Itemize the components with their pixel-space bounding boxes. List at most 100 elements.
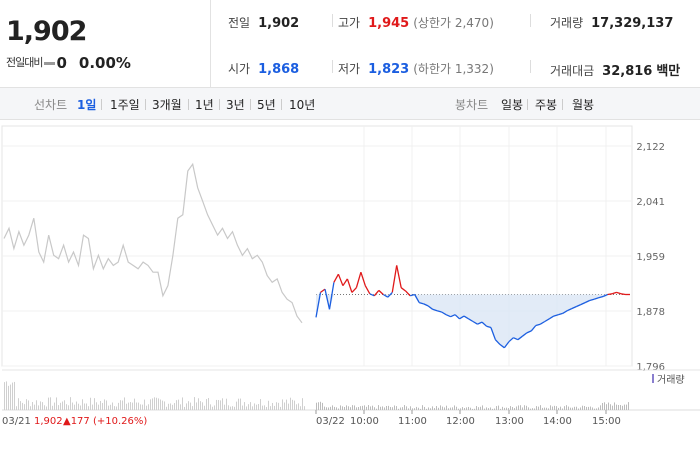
price-line-segment bbox=[419, 301, 424, 305]
tab-5y[interactable]: 5년 bbox=[257, 98, 276, 112]
prev-volume-bar bbox=[144, 399, 145, 410]
prev-volume-bar bbox=[4, 382, 5, 410]
low-value: 1,823 bbox=[368, 62, 410, 77]
today-volume-bar bbox=[400, 407, 401, 410]
tab-1d[interactable]: 1일 bbox=[77, 98, 97, 112]
x-tick-label: 14:00 bbox=[543, 416, 572, 427]
today-volume-bar bbox=[512, 407, 513, 410]
open-label: 시가 bbox=[228, 62, 251, 76]
price-summary: 1,902 전일대비 0 0.00% 전일 1,902 고가 1,945 (상한가 2,4… bbox=[0, 0, 700, 88]
today-volume-bar bbox=[616, 404, 617, 410]
prev-volume-bar bbox=[242, 405, 243, 410]
open-value: 1,868 bbox=[258, 62, 300, 77]
today-volume-bar bbox=[436, 406, 437, 410]
prev-volume-bar bbox=[132, 402, 133, 410]
today-volume-bar bbox=[548, 408, 549, 410]
price-line-segment bbox=[508, 337, 514, 343]
prev-volume-bar bbox=[122, 400, 123, 410]
prev-volume-bar bbox=[126, 403, 127, 410]
prev-volume-bar bbox=[244, 402, 245, 410]
tab-divider bbox=[281, 99, 282, 110]
today-volume-bar bbox=[576, 406, 577, 410]
prev-volume-bar bbox=[70, 397, 71, 410]
prev-volume-bar bbox=[272, 402, 273, 410]
tab-3m[interactable]: 3개월 bbox=[152, 98, 182, 112]
prev-volume-bar bbox=[80, 405, 81, 410]
tab-1w[interactable]: 1주일 bbox=[110, 98, 140, 112]
change-value: 0 bbox=[56, 54, 67, 72]
x-tick-label: 12:00 bbox=[446, 416, 475, 427]
today-volume-bar bbox=[516, 406, 517, 410]
price-line-segment bbox=[441, 311, 447, 316]
today-volume-bar bbox=[608, 402, 609, 410]
tab-monthly[interactable]: 월봉 bbox=[572, 98, 595, 112]
price-line-segment bbox=[593, 297, 599, 300]
price-line-segment bbox=[499, 343, 505, 349]
today-volume-bar bbox=[596, 408, 597, 410]
price-line-segment bbox=[598, 295, 604, 299]
today-volume-bar bbox=[356, 407, 357, 410]
tab-10y[interactable]: 10년 bbox=[289, 98, 316, 112]
price-line-segment bbox=[337, 273, 344, 286]
today-volume-bar bbox=[362, 405, 363, 410]
today-volume-bar bbox=[392, 407, 393, 410]
prev-volume-bar bbox=[76, 401, 77, 410]
today-volume-bar bbox=[320, 401, 321, 410]
prev-volume-bar bbox=[190, 402, 191, 410]
tab-daily[interactable]: 일봉 bbox=[501, 98, 524, 112]
today-volume-bar bbox=[464, 407, 465, 410]
volume-value: 17,329,137 bbox=[591, 16, 674, 31]
prev-volume-bar bbox=[236, 401, 237, 410]
price-line-segment bbox=[342, 278, 348, 287]
prev-volume-bar bbox=[50, 397, 51, 410]
today-volume-bar bbox=[522, 407, 523, 410]
prev-volume-bar bbox=[232, 406, 233, 410]
today-volume-bar bbox=[350, 407, 351, 410]
today-volume-bar bbox=[440, 405, 441, 410]
today-volume-bar bbox=[390, 406, 391, 410]
today-volume-bar bbox=[556, 406, 557, 410]
change-label: 전일대비 bbox=[6, 56, 43, 69]
prev-volume-bar bbox=[256, 404, 257, 410]
today-volume-bar bbox=[336, 407, 337, 410]
open-price: 시가 1,868 bbox=[228, 60, 299, 77]
prev-volume-bar bbox=[124, 397, 125, 410]
prev-volume-bar bbox=[252, 406, 253, 410]
today-volume-bar bbox=[518, 405, 519, 410]
prev-volume-bar bbox=[278, 402, 279, 410]
today-volume-bar bbox=[570, 407, 571, 410]
today-volume-bar bbox=[494, 408, 495, 410]
price-line-segment bbox=[351, 287, 357, 293]
today-volume-bar bbox=[406, 406, 407, 410]
prev-volume-bar bbox=[162, 400, 163, 410]
tab-1y[interactable]: 1년 bbox=[195, 98, 214, 112]
price-line-segment bbox=[405, 290, 411, 297]
amount-label: 거래대금 bbox=[550, 64, 595, 78]
tab-3y[interactable]: 3년 bbox=[226, 98, 245, 112]
today-volume-bar bbox=[414, 408, 415, 410]
today-volume-bar bbox=[552, 406, 553, 410]
today-volume-bar bbox=[428, 407, 429, 410]
prev-volume-bar bbox=[204, 405, 205, 410]
price-line-segment bbox=[571, 306, 577, 310]
today-volume-bar bbox=[366, 406, 367, 410]
today-volume-bar bbox=[490, 407, 491, 410]
price-line-segment bbox=[378, 289, 384, 295]
today-volume-bar bbox=[530, 408, 531, 410]
chart-period-tabs: 선차트 1일 1주일 3개월 1년 3년 5년 10년 봉차트 일봉 주봉 월봉 bbox=[0, 88, 700, 120]
prev-volume-bar bbox=[238, 398, 239, 410]
prev-volume-bar bbox=[114, 406, 115, 410]
price-line-segment bbox=[548, 315, 555, 320]
today-volume-bar bbox=[482, 405, 483, 410]
prev-volume-bar bbox=[156, 397, 157, 410]
prev-volume-bar bbox=[108, 405, 109, 410]
tab-weekly[interactable]: 주봉 bbox=[535, 98, 558, 112]
prev-day-close: 1,902 bbox=[34, 416, 63, 427]
price-line-segment bbox=[468, 318, 474, 323]
upper-limit: (상한가 2,470) bbox=[413, 16, 494, 30]
prev-volume-bar bbox=[136, 402, 137, 410]
today-volume-bar bbox=[580, 407, 581, 410]
today-volume-bar bbox=[398, 408, 399, 410]
prev-volume-bar bbox=[240, 398, 241, 410]
price-line-segment bbox=[517, 335, 523, 341]
